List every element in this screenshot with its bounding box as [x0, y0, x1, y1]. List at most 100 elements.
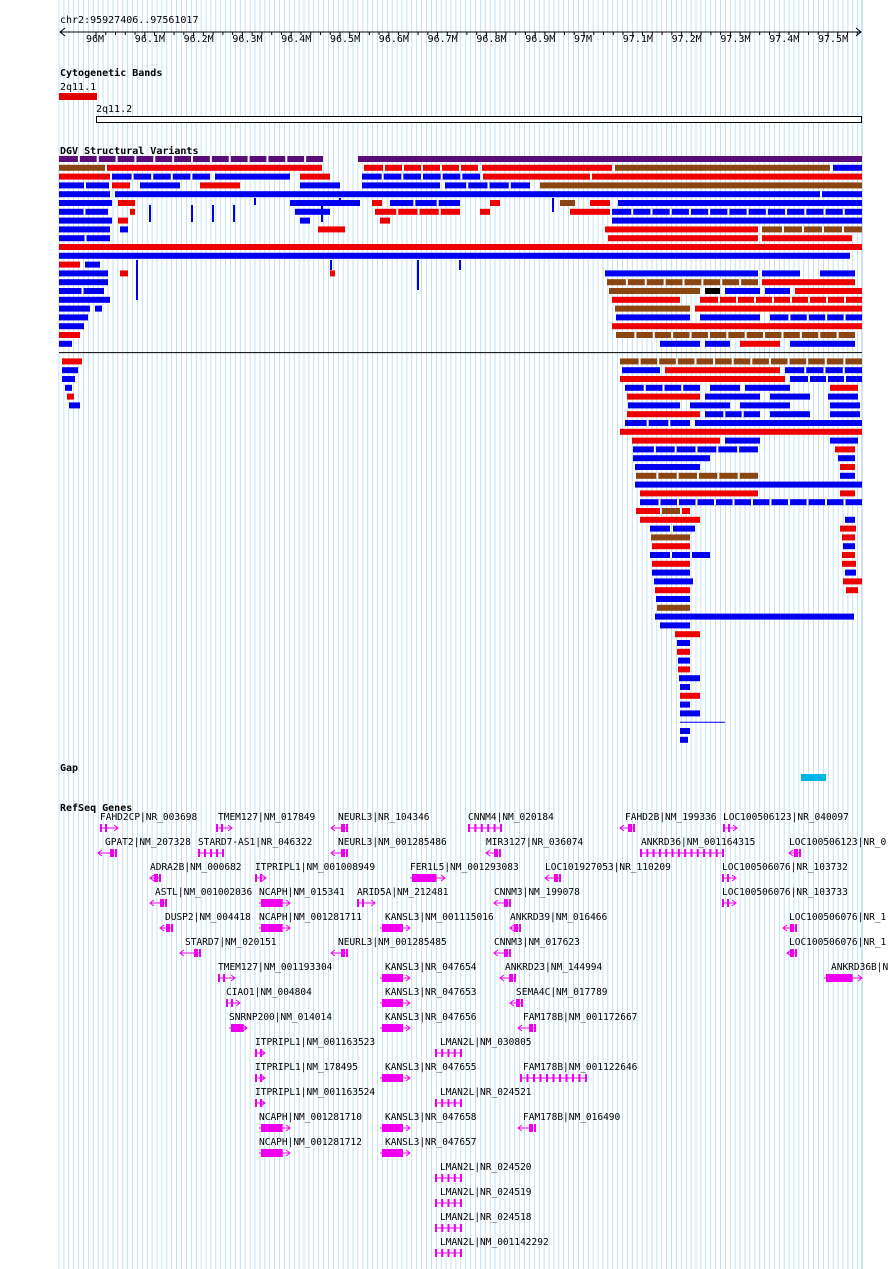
dgv-variant[interactable]: [372, 200, 382, 206]
dgv-variant[interactable]: [790, 340, 855, 347]
gene-model[interactable]: [435, 1099, 462, 1107]
dgv-variant[interactable]: [62, 358, 82, 365]
gene-model[interactable]: [544, 874, 561, 882]
dgv-variant[interactable]: [112, 173, 210, 180]
gap-feature[interactable]: [801, 774, 826, 781]
gene-model[interactable]: [380, 1024, 411, 1032]
dgv-variant[interactable]: [605, 270, 758, 277]
dgv-variant[interactable]: [843, 543, 855, 550]
dgv-variant[interactable]: [118, 217, 128, 224]
dgv-variant[interactable]: [842, 560, 856, 567]
dgv-variant[interactable]: [612, 296, 680, 303]
dgv-variant[interactable]: [678, 666, 690, 673]
dgv-variant[interactable]: [67, 393, 74, 400]
dgv-variant[interactable]: [118, 200, 135, 206]
dgv-variant[interactable]: [120, 226, 128, 233]
dgv-variant[interactable]: [62, 367, 78, 374]
cytoband-2q11-1[interactable]: [59, 93, 97, 100]
dgv-variant[interactable]: [842, 534, 855, 541]
gene-model[interactable]: [330, 824, 348, 832]
gene-model[interactable]: [159, 924, 173, 932]
dgv-variant[interactable]: [635, 464, 700, 470]
gene-model[interactable]: [509, 999, 523, 1007]
gene-model[interactable]: [218, 974, 236, 982]
dgv-variant[interactable]: [640, 516, 700, 523]
gene-model[interactable]: [149, 874, 161, 882]
dgv-variant[interactable]: [69, 402, 80, 409]
dgv-variant[interactable]: [795, 288, 862, 294]
dgv-variant[interactable]: [115, 191, 820, 198]
dgv-variant[interactable]: [618, 200, 862, 206]
dgv-variant[interactable]: [770, 393, 810, 400]
dgv-variant[interactable]: [612, 217, 862, 224]
dgv-variant[interactable]: [295, 208, 330, 215]
gene-model[interactable]: [259, 924, 291, 932]
gene-model[interactable]: [259, 899, 291, 907]
dgv-variant[interactable]: [660, 622, 690, 629]
dgv-variant[interactable]: [625, 420, 690, 426]
dgv-variant[interactable]: [300, 173, 330, 180]
dgv-variant[interactable]: [677, 640, 690, 646]
dgv-variant[interactable]: [59, 200, 112, 206]
gene-model[interactable]: [97, 849, 117, 857]
dgv-variant[interactable]: [662, 508, 680, 514]
dgv-variant[interactable]: [290, 200, 360, 206]
dgv-variant[interactable]: [705, 288, 720, 294]
dgv-variant[interactable]: [762, 279, 855, 286]
dgv-variant[interactable]: [59, 270, 108, 277]
dgv-variant[interactable]: [680, 736, 688, 743]
dgv-variant[interactable]: [828, 393, 858, 400]
gene-model[interactable]: [179, 949, 201, 957]
dgv-variant[interactable]: [59, 244, 862, 250]
dgv-variant[interactable]: [843, 578, 862, 585]
gene-model[interactable]: [435, 1174, 462, 1182]
dgv-variant[interactable]: [620, 376, 785, 382]
gene-model[interactable]: [226, 999, 241, 1007]
dgv-variant[interactable]: [59, 296, 110, 303]
dgv-variant[interactable]: [710, 384, 740, 391]
dgv-variant[interactable]: [838, 455, 855, 462]
gene-model[interactable]: [255, 1099, 266, 1107]
dgv-variant[interactable]: [657, 604, 690, 611]
dgv-variant[interactable]: [615, 164, 830, 171]
dgv-variant[interactable]: [700, 296, 862, 303]
dgv-variant[interactable]: [59, 252, 850, 259]
dgv-variant[interactable]: [682, 508, 690, 514]
dgv-variant[interactable]: [570, 208, 610, 215]
dgv-variant[interactable]: [480, 208, 490, 215]
dgv-variant[interactable]: [770, 411, 810, 418]
gene-model[interactable]: [255, 1049, 266, 1057]
dgv-variant[interactable]: [59, 340, 72, 347]
dgv-variant[interactable]: [840, 464, 855, 470]
dgv-variant[interactable]: [762, 235, 852, 242]
dgv-variant[interactable]: [705, 411, 760, 418]
gene-model[interactable]: [786, 949, 797, 957]
dgv-variant[interactable]: [612, 323, 862, 330]
dgv-variant[interactable]: [482, 164, 612, 171]
gene-model[interactable]: [259, 1149, 291, 1157]
gene-model[interactable]: [468, 824, 502, 832]
gene-model[interactable]: [216, 824, 233, 832]
dgv-variant[interactable]: [770, 314, 862, 321]
gene-model[interactable]: [788, 849, 801, 857]
dgv-variant[interactable]: [300, 182, 340, 189]
dgv-variant[interactable]: [695, 420, 862, 426]
gene-model[interactable]: [330, 949, 348, 957]
dgv-variant[interactable]: [330, 270, 335, 277]
dgv-variant[interactable]: [616, 332, 855, 338]
dgv-variant[interactable]: [107, 164, 322, 171]
gene-model[interactable]: [380, 1124, 411, 1132]
dgv-variant[interactable]: [640, 490, 758, 497]
dgv-variant[interactable]: [835, 446, 855, 453]
dgv-variant[interactable]: [842, 552, 855, 558]
gene-model[interactable]: [380, 1074, 411, 1082]
dgv-variant[interactable]: [616, 314, 690, 321]
gene-model[interactable]: [410, 874, 446, 882]
dgv-variant[interactable]: [745, 384, 790, 391]
dgv-variant[interactable]: [200, 182, 240, 189]
dgv-variant[interactable]: [65, 384, 72, 391]
dgv-variant[interactable]: [612, 208, 862, 215]
dgv-variant[interactable]: [833, 164, 862, 171]
dgv-variant[interactable]: [490, 200, 500, 206]
